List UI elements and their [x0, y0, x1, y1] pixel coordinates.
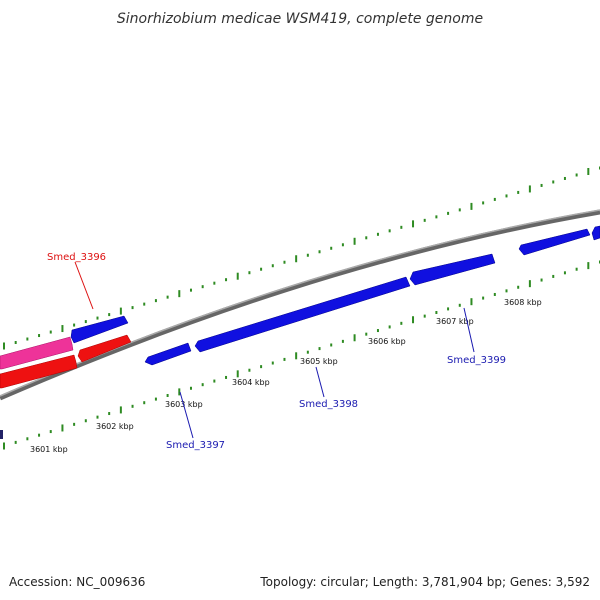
gene-label[interactable]: Smed_3396 [47, 252, 106, 263]
gene-label[interactable]: Smed_3399 [447, 355, 506, 366]
gene-label-leaders [74, 261, 475, 439]
tick-label: 3602 kbp [96, 422, 134, 431]
gene-arrow[interactable] [70, 315, 129, 344]
genome-summary-text: Topology: circular; Length: 3,781,904 bp… [259, 575, 590, 589]
gene-arrow[interactable] [194, 276, 411, 353]
genome-backbone-highlight [0, 209, 600, 397]
gene-arrow[interactable] [77, 334, 132, 363]
gene-arrow[interactable] [518, 228, 591, 256]
gene-label[interactable]: Smed_3398 [299, 399, 358, 410]
tick-label: 3601 kbp [30, 445, 68, 454]
leader-line [315, 366, 325, 398]
leader-line [179, 391, 194, 439]
genome-backbone [0, 209, 600, 401]
inner-tick-track [3, 260, 600, 450]
tick-label: 3607 kbp [436, 317, 474, 326]
gene-arrow[interactable] [0, 336, 74, 370]
accession-text: Accession: NC_009636 [9, 575, 145, 589]
gene-features [0, 225, 600, 439]
map-title: Sinorhizobium medicae WSM419, complete g… [117, 11, 483, 27]
gene-arrow[interactable] [409, 253, 496, 286]
gene-fragment[interactable] [0, 430, 3, 439]
tick-label: 3604 kbp [232, 378, 270, 387]
leader-line [74, 261, 94, 310]
gene-arrow[interactable] [144, 342, 192, 366]
gene-arrow[interactable] [591, 225, 600, 241]
outer-tick-track [3, 166, 600, 350]
leader-line [463, 307, 475, 353]
gene-arrow[interactable] [0, 354, 78, 389]
tick-label: 3605 kbp [300, 357, 338, 366]
tick-label: 3606 kbp [368, 337, 406, 346]
tick-label: 3608 kbp [504, 298, 542, 307]
gene-labels: Smed_3396 Smed_3397 Smed_3398 Smed_3399 [47, 252, 506, 451]
gene-label[interactable]: Smed_3397 [166, 440, 225, 451]
